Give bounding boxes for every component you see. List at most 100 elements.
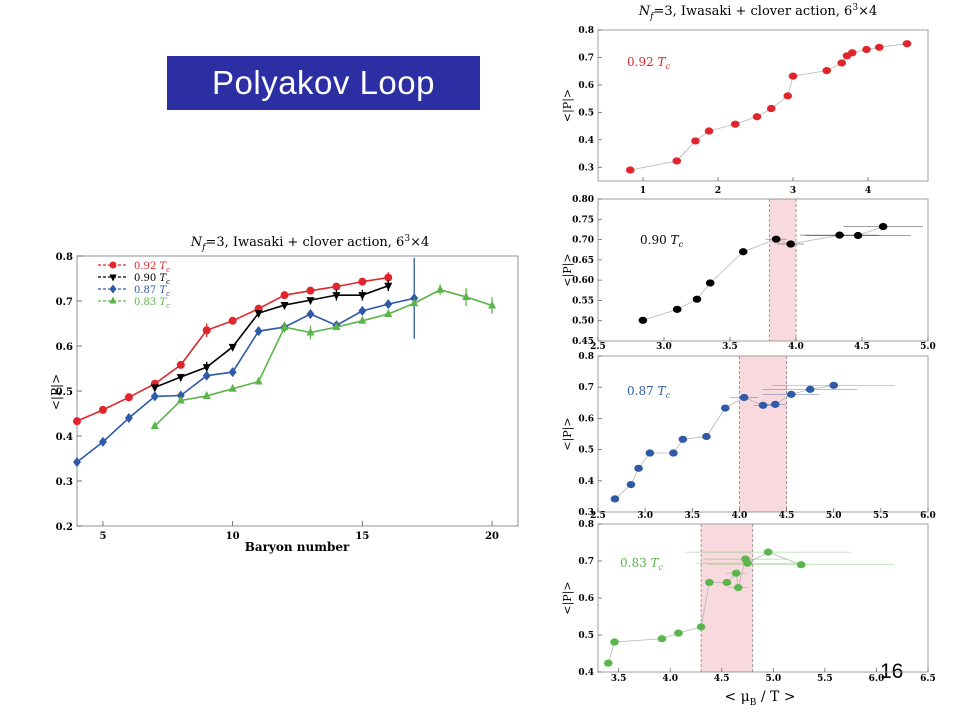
data-point (280, 322, 289, 331)
x-tick-label: 3 (790, 186, 796, 196)
data-point (829, 381, 839, 389)
data-point (692, 295, 702, 303)
data-point (786, 390, 796, 398)
connecting-line (630, 43, 908, 171)
data-point (805, 385, 815, 393)
y-tick-label: 0.7 (578, 383, 594, 393)
transition-band (739, 356, 787, 512)
y-tick-label: 0.45 (572, 337, 594, 347)
y-tick-label: 0.4 (578, 136, 594, 146)
x-tick-label: 2.5 (590, 511, 606, 521)
x-tick-label: 6.0 (920, 511, 936, 521)
series-0.83 (150, 284, 497, 430)
x-tick-label: 5.0 (826, 511, 842, 521)
x-tick-label: 4.5 (854, 342, 870, 352)
data-point (847, 49, 857, 57)
data-point (657, 635, 667, 643)
transition-band (769, 199, 796, 341)
panel-092: 1 2 3 4 0.3 0.4 0.5 0.6 0.7 0.8 <|P|> 0.92 Tc (561, 26, 929, 196)
panel-087: 2.5 3.0 3.5 4.0 4.5 5.0 5.5 6.0 0.3 0.4 0.5 0.6 0.7 0… (561, 352, 936, 521)
data-point (384, 282, 393, 291)
y-tick-label: 0.3 (578, 508, 594, 518)
series-0.92 (73, 272, 393, 426)
data-point (771, 235, 781, 243)
data-point (358, 292, 367, 301)
data-point (837, 59, 847, 67)
data-point (384, 309, 393, 318)
y-tick-label: 0.8 (578, 26, 594, 36)
data-point (98, 405, 107, 414)
data-point (176, 374, 185, 383)
y-axis-label: <|P|> (561, 417, 575, 450)
x-tick-label: 2 (715, 186, 721, 196)
y-tick-label: 0.70 (572, 236, 594, 246)
legend-marker (109, 274, 117, 282)
y-tick-label: 0.75 (572, 215, 594, 225)
x-tick-label: 4 (865, 186, 871, 196)
data-point (738, 248, 748, 256)
data-point (786, 240, 796, 248)
data-point (358, 305, 367, 316)
data-point (358, 315, 367, 324)
panel-annotation: 0.87 Tc (627, 384, 671, 400)
data-point (384, 273, 393, 282)
y-tick-label: 0.60 (572, 276, 594, 286)
series-0.90 (150, 280, 393, 393)
legend-label: 0.83 Tc (134, 297, 170, 310)
y-tick-label: 0.3 (578, 163, 594, 173)
data-point (332, 322, 341, 331)
data-point (669, 449, 678, 457)
x-tick-label: 6.0 (869, 674, 885, 684)
y-tick-label: 0.55 (572, 296, 594, 306)
legend-marker (109, 296, 117, 304)
x-tick-label: 6.5 (920, 674, 936, 684)
page-number: 16 (880, 660, 904, 683)
x-tick-label: 4.0 (732, 511, 748, 521)
data-point (678, 435, 688, 443)
plot-frame (597, 29, 929, 182)
slide-title: Polyakov Loop (212, 64, 435, 101)
y-tick-label: 0.6 (578, 414, 594, 424)
data-point (150, 421, 159, 430)
data-point (306, 327, 315, 336)
data-point (228, 383, 237, 392)
data-point (796, 561, 806, 569)
data-point (202, 364, 211, 373)
left-legend: 0.92 Tc0.90 Tc0.87 Tc0.83 Tc (98, 261, 170, 310)
left-series-layer (73, 257, 497, 468)
x-tick-label: 4.0 (788, 342, 804, 352)
data-point (674, 629, 683, 637)
left-x-axis-label: Baryon number (245, 540, 350, 554)
data-point (752, 113, 762, 121)
data-point (410, 298, 419, 307)
data-point (853, 231, 863, 240)
x-tick-label: 4.5 (779, 511, 795, 521)
data-point (73, 457, 81, 468)
x-tick-label: 4.5 (714, 674, 730, 684)
data-point (634, 464, 643, 472)
data-point (604, 659, 613, 667)
data-point (228, 343, 237, 352)
y-tick-label: 0.5 (578, 108, 594, 118)
series-line (154, 288, 493, 427)
data-point (254, 326, 263, 337)
x-tick-label: 2.5 (590, 342, 606, 352)
data-point (202, 326, 211, 335)
x-tick-label: 15 (355, 531, 369, 542)
x-tick-label: 4.0 (662, 674, 678, 684)
data-point (862, 45, 871, 54)
y-axis-label: <|P|> (561, 581, 575, 614)
connecting-line (614, 384, 834, 500)
plot-frame (597, 198, 929, 342)
y-tick-label: 0.7 (578, 53, 594, 63)
x-tick-label: 5 (99, 531, 106, 542)
data-point (758, 401, 768, 409)
y-tick-label: 0.4 (56, 432, 73, 443)
y-axis-label: <|P|> (561, 89, 575, 122)
data-point (704, 127, 714, 135)
data-point (228, 367, 237, 378)
legend-label: 0.87 Tc (134, 285, 170, 298)
data-point (610, 638, 619, 646)
x-tick-label: 1 (640, 186, 646, 196)
legend-marker (109, 284, 117, 294)
